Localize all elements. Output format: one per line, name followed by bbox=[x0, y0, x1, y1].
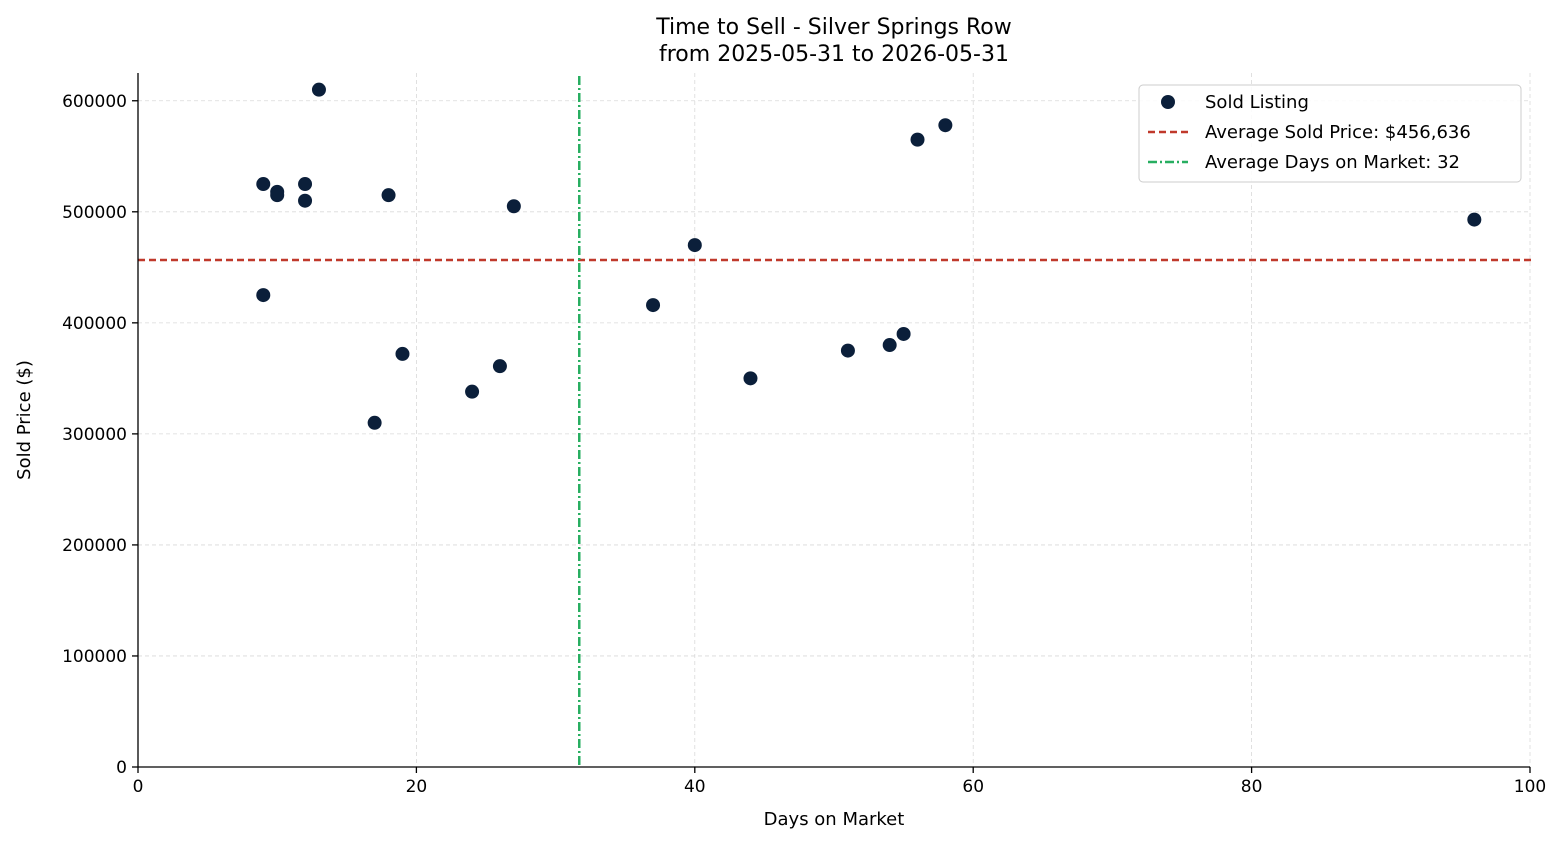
data-point bbox=[896, 326, 911, 341]
chart-title: Time to Sell - Silver Springs Row bbox=[655, 15, 1012, 40]
y-tick-label: 300000 bbox=[62, 425, 127, 445]
data-point bbox=[395, 346, 410, 361]
y-tick-label: 500000 bbox=[62, 203, 127, 223]
data-point bbox=[1467, 212, 1482, 227]
grid bbox=[138, 73, 1531, 767]
data-point bbox=[256, 177, 271, 192]
data-point bbox=[367, 415, 382, 430]
y-tick-label: 0 bbox=[116, 758, 127, 778]
x-tick-label: 20 bbox=[406, 777, 428, 797]
legend-label-sold-listing: Sold Listing bbox=[1205, 92, 1309, 113]
data-point bbox=[492, 359, 507, 374]
data-points bbox=[256, 82, 1482, 430]
legend-label-average-days: Average Days on Market: 32 bbox=[1205, 152, 1460, 173]
x-axis-ticks: 0 20 40 60 80 100 bbox=[133, 767, 1546, 797]
y-tick-label: 200000 bbox=[62, 536, 127, 556]
legend-label-average-price: Average Sold Price: $456,636 bbox=[1205, 122, 1471, 143]
legend-marker-sold-listing bbox=[1161, 95, 1175, 109]
y-tick-label: 600000 bbox=[62, 92, 127, 112]
y-axis-ticks: 0 100000 200000 300000 400000 500000 600000 bbox=[62, 92, 138, 778]
data-point bbox=[646, 298, 661, 313]
data-point bbox=[506, 199, 521, 214]
data-point bbox=[910, 132, 925, 147]
data-point bbox=[938, 118, 953, 133]
y-axis-label: Sold Price ($) bbox=[14, 360, 35, 480]
data-point bbox=[882, 338, 897, 353]
reference-lines bbox=[138, 76, 1534, 767]
data-point bbox=[298, 193, 313, 208]
data-point bbox=[298, 177, 313, 192]
x-tick-label: 100 bbox=[1514, 777, 1546, 797]
x-axis-label: Days on Market bbox=[764, 809, 905, 830]
x-tick-label: 40 bbox=[684, 777, 706, 797]
legend-box bbox=[1138, 84, 1522, 183]
chart-subtitle: from 2025-05-31 to 2026-05-31 bbox=[659, 42, 1009, 67]
y-tick-label: 400000 bbox=[62, 314, 127, 334]
data-point bbox=[256, 288, 271, 303]
data-point bbox=[687, 238, 702, 253]
x-tick-label: 0 bbox=[133, 777, 144, 797]
data-point bbox=[743, 371, 758, 386]
data-point bbox=[270, 188, 285, 203]
data-point bbox=[311, 82, 326, 97]
data-point bbox=[381, 188, 396, 203]
x-tick-label: 80 bbox=[1241, 777, 1263, 797]
legend: Sold Listing Average Sold Price: $456,63… bbox=[1138, 84, 1522, 183]
y-tick-label: 100000 bbox=[62, 647, 127, 667]
x-tick-label: 60 bbox=[962, 777, 984, 797]
data-point bbox=[465, 384, 480, 399]
data-point bbox=[840, 343, 855, 358]
